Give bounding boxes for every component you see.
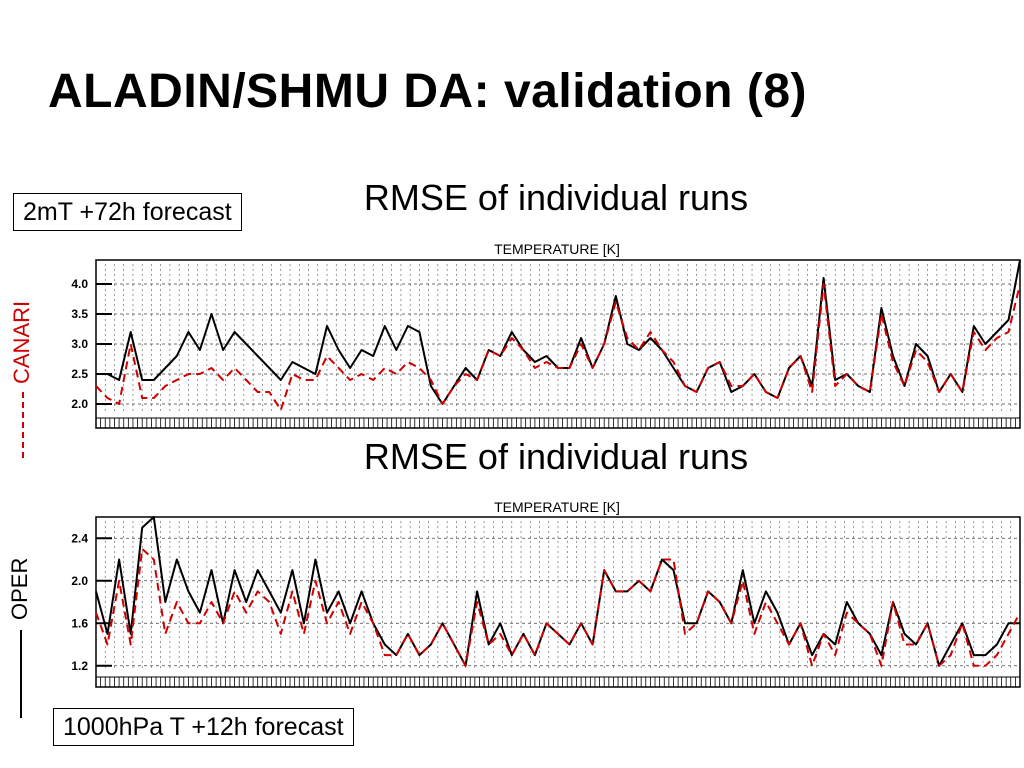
plot-frame [95, 516, 1021, 688]
y-tick-label: 2.5 [71, 367, 88, 381]
y-tick-label: 3.0 [71, 337, 88, 351]
canari-line [95, 547, 1021, 667]
y-tick-label: 3.5 [71, 307, 88, 321]
chart-title: RMSE of individual runs [364, 436, 748, 477]
chart-title: RMSE of individual runs [364, 177, 748, 218]
y-tick-label: 2.0 [71, 574, 88, 588]
y-tick-label: 1.2 [71, 659, 88, 673]
bottom-forecast-label: 1000hPa T +12h forecast [53, 708, 354, 746]
canari-line [95, 283, 1021, 411]
y-tick-label: 4.0 [71, 277, 88, 291]
chart-panel-2: RMSE of individual runs TEMPERATURE [K] 1.… [71, 436, 1021, 688]
y-tick-label: 2.4 [71, 531, 88, 545]
y-tick-label: 2.0 [71, 397, 88, 411]
chart-panel-1: RMSE of individual runs TEMPERATURE [K] 2.… [71, 177, 1021, 429]
oper-line [96, 259, 1021, 405]
slide-title: ALADIN/SHMU DA: validation (8) [48, 65, 807, 118]
y-tick-label: 1.6 [71, 616, 88, 630]
plot-frame [95, 259, 1021, 429]
chart-subtitle: TEMPERATURE [K] [494, 241, 620, 257]
top-forecast-label: 2mT +72h forecast [13, 193, 242, 231]
chart-subtitle: TEMPERATURE [K] [494, 499, 620, 515]
